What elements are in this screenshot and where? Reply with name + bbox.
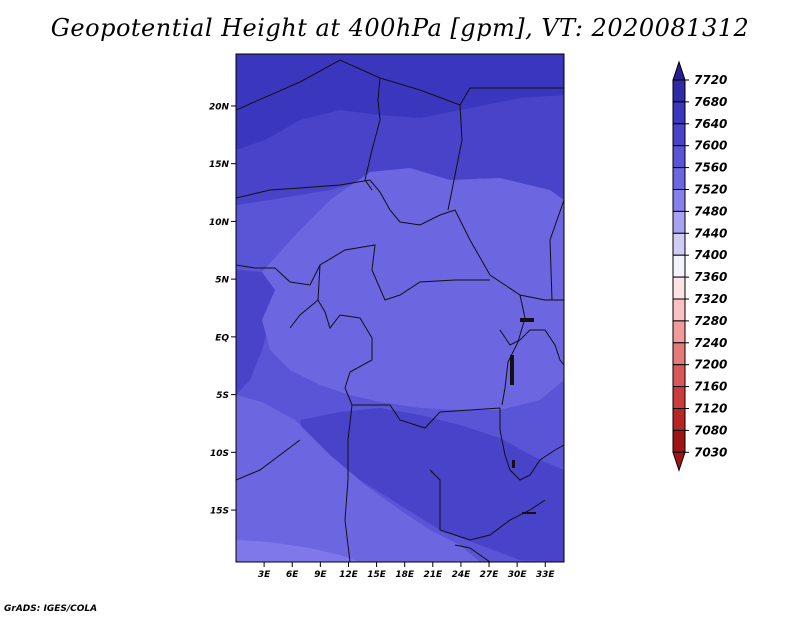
grads-credit: GrADS: IGES/COLA (4, 604, 98, 614)
contour-band-7520-southwest (236, 540, 360, 562)
contour-band-7640-west (236, 270, 275, 395)
lat-tick-label: 5N (215, 276, 229, 286)
colorbar-segment (672, 320, 686, 344)
contour-band-7640-south (300, 408, 564, 562)
lat-tick-label: 15S (210, 507, 229, 517)
lon-tick-label: 6E (286, 570, 299, 580)
colorbar-label: 7120 (694, 402, 727, 416)
colorbar-label: 7440 (694, 226, 727, 240)
colorbar-segment (672, 79, 686, 103)
colorbar-segment (672, 408, 686, 431)
lat-tick-label: 10N (209, 218, 230, 228)
lon-tick-label: 27E (480, 570, 500, 580)
colorbar-segment (672, 386, 686, 410)
colorbar-label: 7030 (694, 445, 727, 459)
lon-tick-label: 9E (314, 570, 327, 580)
latitude-axis: 20N 15N 10N 5N EQ 5S 10S 15S (209, 102, 236, 517)
lon-tick-label: 15E (367, 570, 387, 580)
colorbar-segment (672, 254, 686, 278)
colorbar-label: 7480 (694, 204, 727, 218)
colorbar-segment (672, 167, 686, 191)
colorbar-segment (672, 298, 686, 322)
colorbar-segment (672, 145, 686, 169)
colorbar-label: 7080 (694, 423, 727, 437)
colorbar-segment (672, 364, 686, 388)
colorbar-label: 7520 (694, 183, 727, 197)
colorbar-label: 7280 (694, 314, 727, 328)
contour-band-7560-central (262, 168, 564, 410)
lon-tick-label: 3E (258, 570, 271, 580)
colorbar-segment (672, 210, 686, 234)
colorbar-label: 7320 (694, 292, 727, 306)
height-field (236, 54, 564, 562)
country-borders (236, 59, 564, 562)
colorbar-label: 7640 (694, 117, 727, 131)
lon-tick-label: 33E (536, 570, 556, 580)
map-title: Geopotential Height at 400hPa [gpm], VT:… (50, 14, 750, 42)
colorbar-label: 7240 (694, 336, 727, 350)
lat-tick-label: 20N (209, 102, 230, 112)
colorbar-label: 7680 (694, 95, 727, 109)
colorbar-label: 7360 (694, 270, 727, 284)
lat-tick-label: 10S (210, 449, 229, 459)
contour-band-7680-north (236, 54, 564, 150)
lat-tick-label: 5S (216, 391, 229, 401)
colorbar-bottom-arrow (672, 451, 686, 472)
lat-tick-label: 15N (209, 160, 230, 170)
colorbar-label: 7600 (694, 139, 727, 153)
colorbar-label: 7200 (694, 358, 727, 372)
colorbar-segment (672, 429, 686, 453)
colorbar-segment (672, 123, 686, 147)
lon-tick-label: 18E (395, 570, 415, 580)
colorbar-label: 7560 (694, 161, 727, 175)
colorbar-segment (672, 189, 686, 212)
lon-tick-label: 21E (423, 570, 443, 580)
longitude-axis: 3E 6E 9E 12E 15E 18E 21E 24E 27E 30E 33E (258, 562, 556, 580)
colorbar-segment (672, 342, 686, 366)
lon-tick-label: 12E (339, 570, 359, 580)
colorbar-label: 7160 (694, 380, 727, 394)
lat-tick-label: EQ (215, 333, 229, 343)
colorbar-label: 7400 (694, 248, 727, 262)
colorbar-segment (672, 232, 686, 256)
contour-band-7560-southwest (236, 395, 480, 562)
colorbar-segment (672, 101, 686, 125)
map-frame (235, 53, 565, 563)
lon-tick-label: 30E (508, 570, 528, 580)
lakes (510, 318, 536, 514)
colorbar: 7720 7680 7640 7600 7560 7520 7480 7440 7400 7360… (672, 60, 727, 472)
colorbar-top-arrow (672, 60, 686, 81)
lon-tick-label: 24E (452, 570, 472, 580)
colorbar-segment (672, 276, 686, 300)
colorbar-label: 7720 (694, 73, 727, 87)
